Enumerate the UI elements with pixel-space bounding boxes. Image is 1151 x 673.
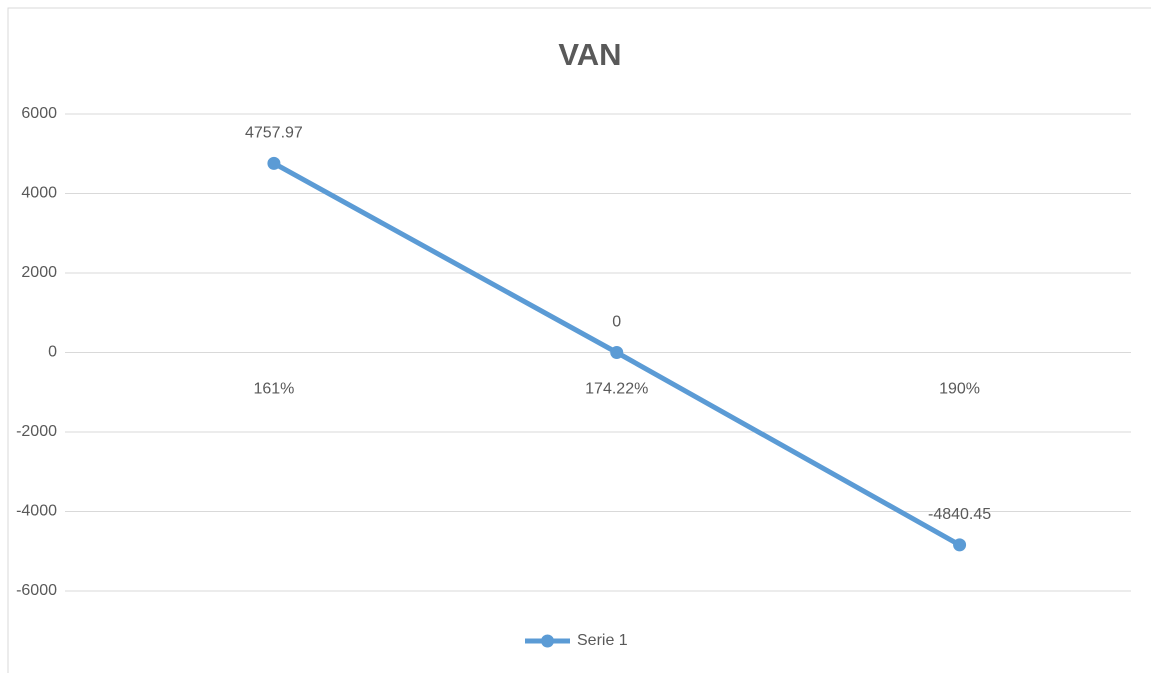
y-tick-label: 4000 (21, 185, 57, 202)
legend-marker (541, 634, 554, 648)
data-point (610, 346, 624, 359)
data-point (267, 156, 281, 170)
x-tick-label: 161% (253, 381, 294, 398)
y-tick-label: 6000 (21, 105, 57, 122)
chart-title: VAN (558, 37, 621, 72)
legend-label: Serie 1 (577, 632, 628, 649)
chart-border (7, 7, 1151, 673)
y-tick-label: 2000 (21, 264, 57, 281)
data-point (953, 538, 967, 552)
y-tick-label: -4000 (16, 503, 57, 520)
y-tick-label: -6000 (16, 582, 57, 599)
data-label: 4757.97 (245, 125, 303, 142)
y-tick-label: 0 (48, 344, 57, 361)
y-tick-label: -2000 (16, 423, 57, 440)
x-tick-label: 190% (939, 381, 980, 398)
data-label: 0 (612, 314, 621, 331)
data-label: -4840.45 (928, 506, 991, 523)
x-tick-label: 174.22% (585, 381, 648, 398)
